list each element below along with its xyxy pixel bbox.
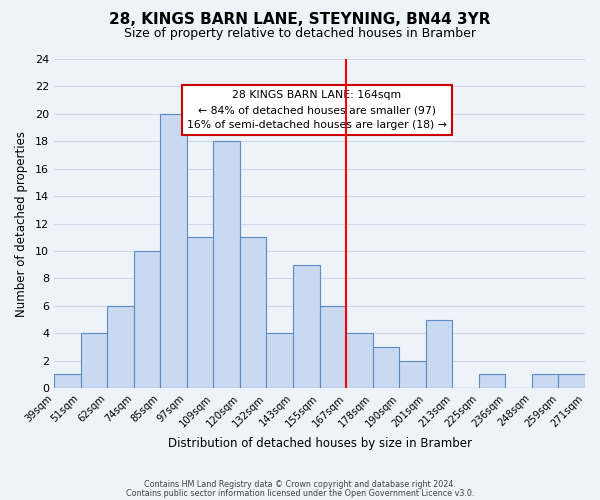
Text: Size of property relative to detached houses in Bramber: Size of property relative to detached ho… xyxy=(124,28,476,40)
Bar xyxy=(532,374,559,388)
Bar xyxy=(559,374,585,388)
X-axis label: Distribution of detached houses by size in Bramber: Distribution of detached houses by size … xyxy=(167,437,472,450)
Bar xyxy=(373,347,399,388)
Bar xyxy=(320,306,346,388)
Bar xyxy=(214,142,240,388)
Bar xyxy=(346,334,373,388)
Bar xyxy=(479,374,505,388)
Bar xyxy=(134,251,160,388)
Bar xyxy=(399,361,426,388)
Text: 28 KINGS BARN LANE: 164sqm
← 84% of detached houses are smaller (97)
16% of semi: 28 KINGS BARN LANE: 164sqm ← 84% of deta… xyxy=(187,90,447,130)
Bar xyxy=(426,320,452,388)
Y-axis label: Number of detached properties: Number of detached properties xyxy=(15,130,28,316)
Bar xyxy=(293,264,320,388)
Bar xyxy=(80,334,107,388)
Bar xyxy=(160,114,187,388)
Text: Contains HM Land Registry data © Crown copyright and database right 2024.: Contains HM Land Registry data © Crown c… xyxy=(144,480,456,489)
Bar xyxy=(266,334,293,388)
Bar xyxy=(187,238,214,388)
Bar xyxy=(240,238,266,388)
Bar xyxy=(54,374,80,388)
Text: Contains public sector information licensed under the Open Government Licence v3: Contains public sector information licen… xyxy=(126,488,474,498)
Text: 28, KINGS BARN LANE, STEYNING, BN44 3YR: 28, KINGS BARN LANE, STEYNING, BN44 3YR xyxy=(109,12,491,28)
Bar xyxy=(107,306,134,388)
